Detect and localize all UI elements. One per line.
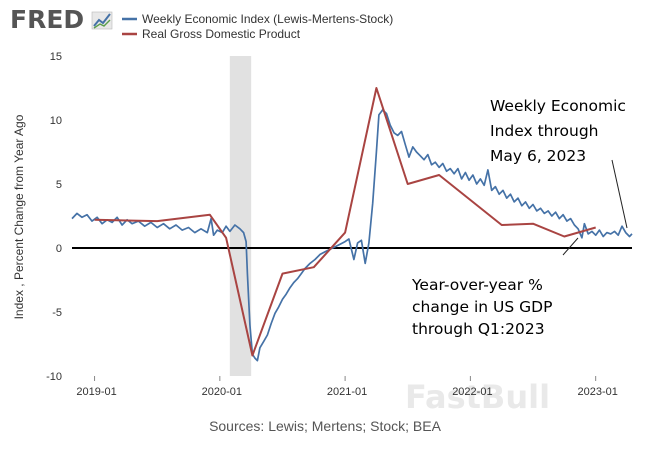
y-tick-label: 5: [56, 179, 62, 191]
legend-label-gdp: Real Gross Domestic Product: [142, 27, 301, 41]
annotation-line: change in US GDP: [412, 298, 552, 316]
annotation-line: through Q1:2023: [412, 320, 545, 338]
y-tick-label: 10: [50, 115, 62, 127]
series-line-weekly-economic-index: [71, 108, 633, 362]
x-tick-label: 2022-01: [452, 386, 492, 398]
x-tick-label: 2021-01: [327, 386, 367, 398]
x-tick-label: 2019-01: [76, 386, 116, 398]
watermark-text: FastBull: [405, 378, 550, 416]
recession-shading: [229, 56, 252, 376]
annotation-line: Year-over-year %: [411, 276, 543, 294]
annotation-wei: Weekly Economic Index through May 6, 2023: [490, 97, 626, 165]
legend-label-wei: Weekly Economic Index (Lewis-Mertens-Sto…: [142, 12, 393, 26]
y-axis-label: Index , Percent Change from Year Ago: [12, 114, 26, 319]
annotation-gdp-pointer: [562, 237, 579, 256]
y-tick-label: -10: [46, 371, 62, 383]
fred-logo[interactable]: FRED: [10, 5, 113, 34]
sources-text: Sources: Lewis; Mertens; Stock; BEA: [209, 418, 442, 434]
annotation-line: May 6, 2023: [490, 147, 586, 165]
annotation-line: Index through: [490, 122, 599, 140]
series-line-real-gdp: [94, 87, 596, 357]
y-tick-label: 15: [50, 51, 62, 63]
y-tick-label: 0: [56, 243, 62, 255]
annotation-line: Weekly Economic: [490, 97, 626, 115]
x-tick-label: 2023-01: [577, 386, 617, 398]
logo-text: FRED: [10, 5, 84, 34]
annotation-gdp: Year-over-year % change in US GDP through …: [411, 276, 552, 338]
chart-line-icon: [91, 11, 113, 30]
plot-area: -10 -5 0 5 10 15 2019-01 2020-01 2021-01 2022-01 2…: [46, 51, 633, 398]
legend: Weekly Economic Index (Lewis-Mertens-Sto…: [122, 12, 393, 41]
y-tick-label: -5: [52, 307, 62, 319]
x-tick-label: 2020-01: [202, 386, 242, 398]
annotation-wei-pointer: [611, 159, 628, 229]
